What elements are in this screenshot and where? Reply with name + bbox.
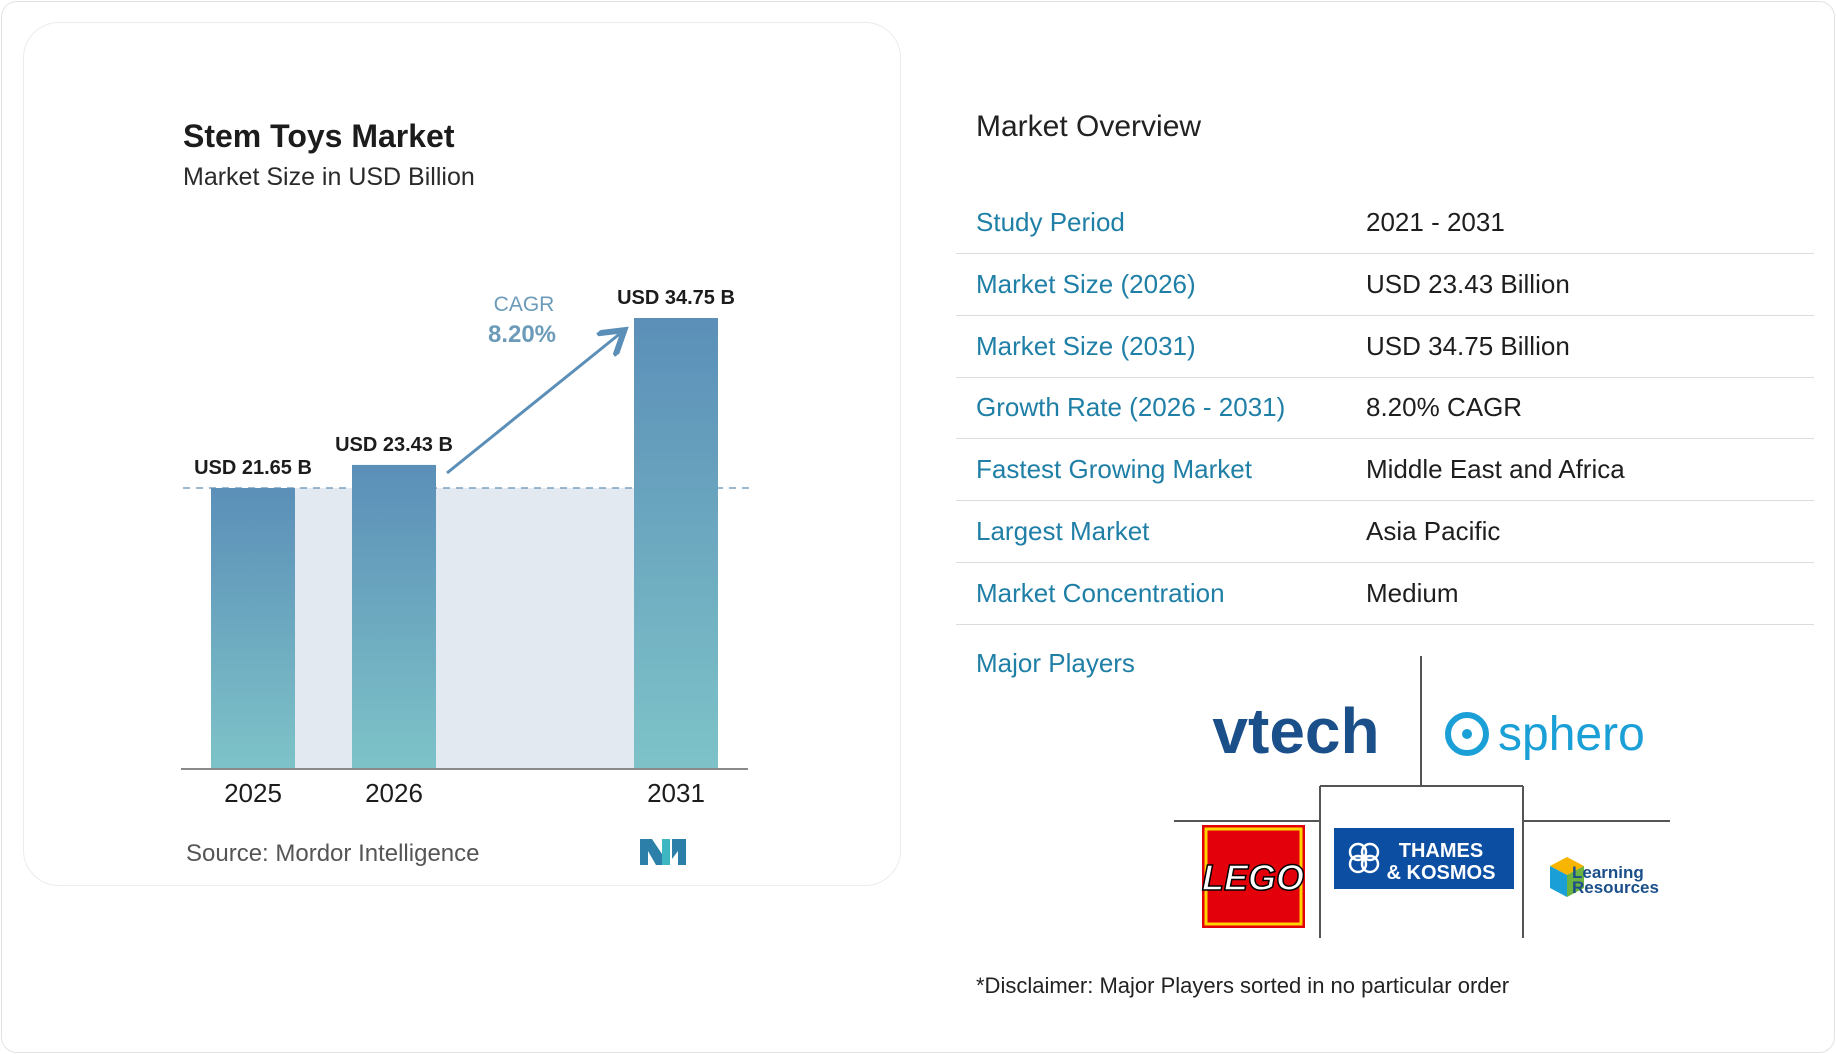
chart-title: Stem Toys Market <box>183 118 455 154</box>
bar-value-label: USD 23.43 B <box>335 434 453 456</box>
x-tick-label: 2025 <box>224 778 282 808</box>
overview-row: Market Concentration Medium <box>956 562 1814 625</box>
bar-value-label: USD 21.65 B <box>194 457 312 479</box>
row-value: Asia Pacific <box>1366 516 1501 546</box>
bar-chart: USD 21.65 B 2025 USD 23.43 B 2026 USD 34.75 … <box>181 287 752 808</box>
row-value: 8.20% CAGR <box>1366 392 1523 422</box>
bar-2026 <box>352 464 436 769</box>
mordor-logo-icon <box>640 839 686 865</box>
bar-value-label: USD 34.75 B <box>617 287 735 309</box>
row-key: Largest Market <box>976 516 1150 546</box>
row-key: Fastest Growing Market <box>976 454 1252 484</box>
disclaimer: *Disclaimer: Major Players sorted in no … <box>976 973 1510 998</box>
row-key: Growth Rate (2026 - 2031) <box>976 392 1286 422</box>
overview-row: Study Period 2021 - 2031 <box>956 191 1814 254</box>
source-note: Source: Mordor Intelligence <box>186 840 480 867</box>
overview-row: Growth Rate (2026 - 2031) 8.20% CAGR <box>956 376 1814 439</box>
bar-2031 <box>634 318 718 769</box>
row-key: Market Size (2031) <box>976 331 1196 361</box>
row-key: Study Period <box>976 207 1125 237</box>
bar-2025 <box>211 488 295 769</box>
row-value: 2021 - 2031 <box>1366 207 1505 237</box>
x-tick-label: 2031 <box>647 778 705 808</box>
cagr-arrow <box>446 332 622 475</box>
row-key: Market Size (2026) <box>976 269 1196 299</box>
overview-title: Market Overview <box>976 110 1202 143</box>
row-value: USD 34.75 Billion <box>1366 331 1570 361</box>
major-players-label: Major Players <box>976 648 1135 678</box>
chart-subtitle: Market Size in USD Billion <box>183 163 475 191</box>
overview-row: Market Size (2026) USD 23.43 Billion <box>956 253 1814 316</box>
row-value: Medium <box>1366 578 1459 608</box>
overview-row: Fastest Growing Market Middle East and A… <box>956 438 1814 501</box>
row-value: USD 23.43 Billion <box>1366 269 1570 299</box>
overview-row: Largest Market Asia Pacific <box>956 500 1814 563</box>
cagr-value: 8.20% <box>488 321 556 348</box>
cagr-label: CAGR <box>494 293 555 316</box>
row-key: Market Concentration <box>976 578 1225 608</box>
x-tick-label: 2026 <box>365 778 423 808</box>
overview-row: Market Size (2031) USD 34.75 Billion <box>956 315 1814 378</box>
row-value: Middle East and Africa <box>1366 454 1625 484</box>
